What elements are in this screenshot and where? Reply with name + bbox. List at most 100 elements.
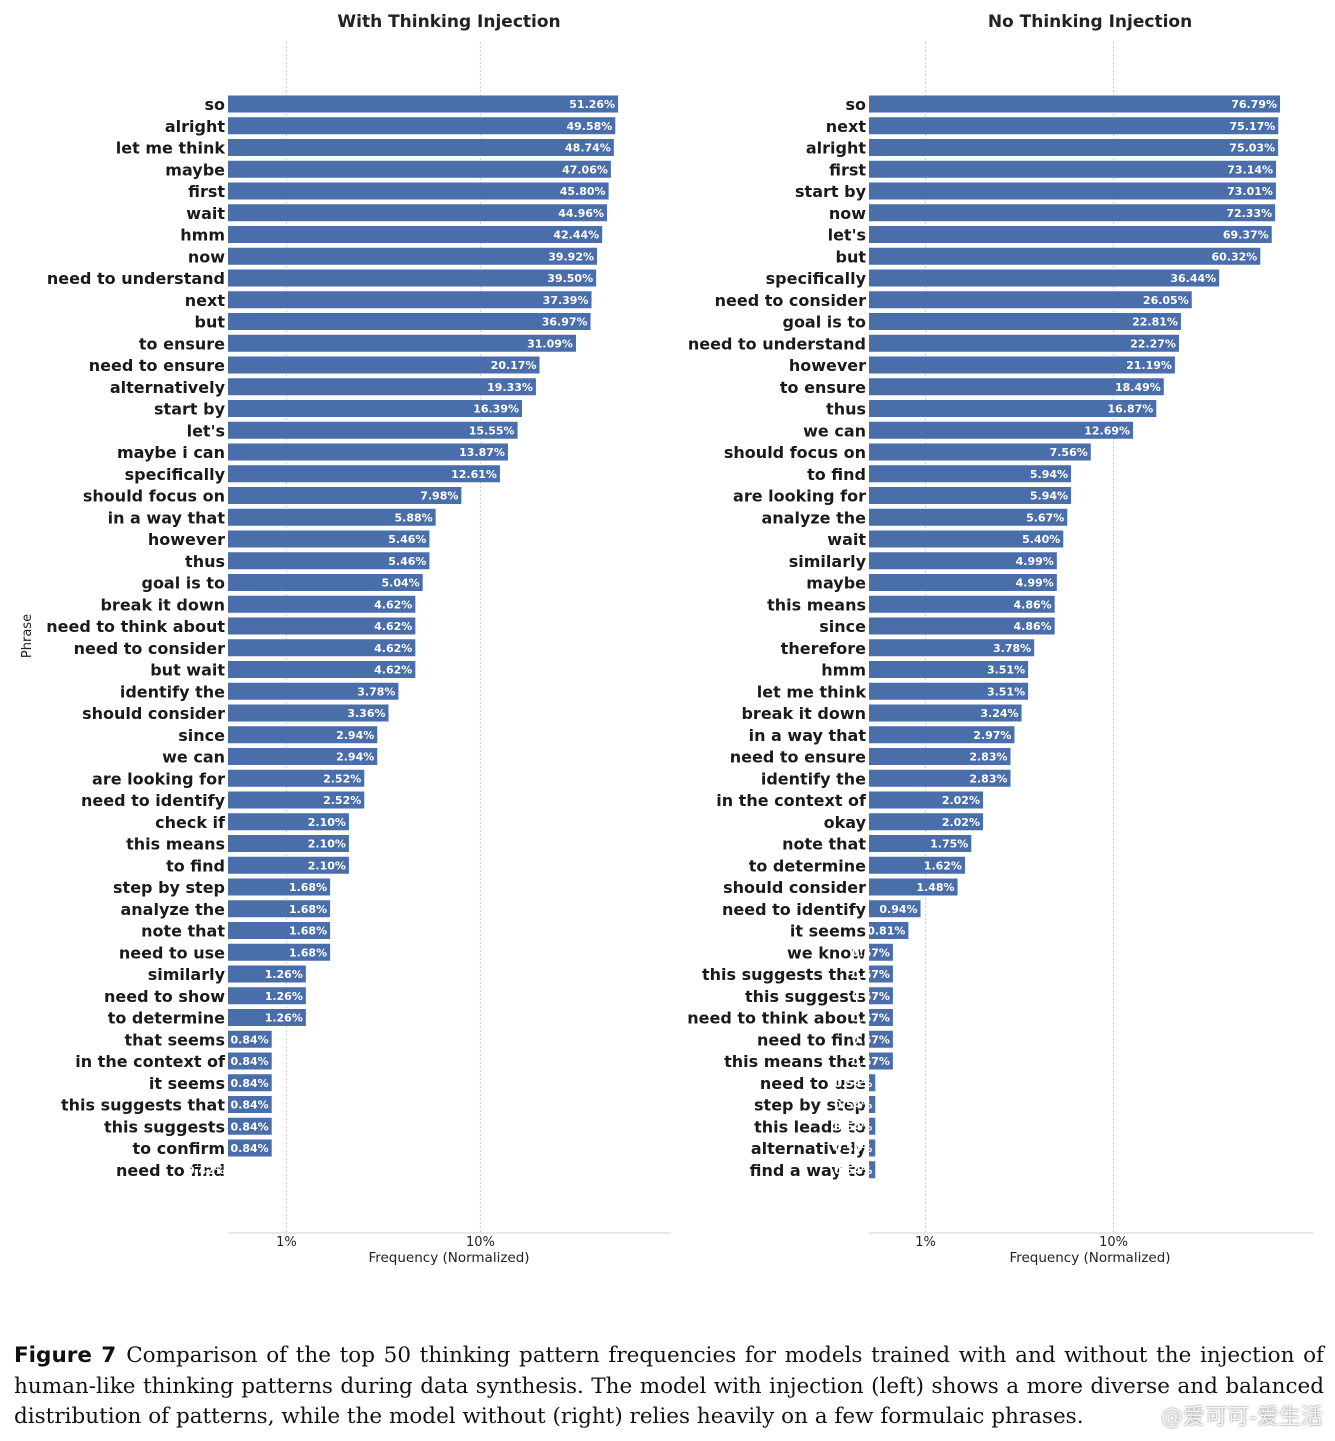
data-label: 1.68% <box>289 903 327 916</box>
bar <box>869 900 921 918</box>
category-label: this suggests <box>745 987 866 1006</box>
category-label: need to ensure <box>730 748 866 767</box>
bar <box>228 334 576 352</box>
data-label: 5.04% <box>381 577 419 590</box>
data-label: 2.83% <box>969 751 1007 764</box>
data-label: 4.62% <box>374 664 412 677</box>
data-label: 0.84% <box>231 1033 269 1046</box>
data-label: 3.24% <box>980 707 1018 720</box>
bar <box>228 987 306 1005</box>
bar <box>228 704 389 722</box>
data-label: 5.67% <box>1026 511 1064 524</box>
data-label: 1.68% <box>289 925 327 938</box>
data-label: 7.98% <box>420 490 458 503</box>
data-label: 1.26% <box>265 990 303 1003</box>
data-label: 16.39% <box>473 403 519 416</box>
bar <box>869 1009 893 1026</box>
data-label: 0.84% <box>231 1099 269 1112</box>
category-label: need to use <box>760 1074 866 1093</box>
bar <box>228 922 331 939</box>
data-label: 0.67% <box>852 1033 890 1046</box>
data-label: 2.52% <box>323 772 361 785</box>
category-label: this means <box>126 835 225 854</box>
data-label: 51.26% <box>569 98 615 111</box>
data-label: 16.87% <box>1107 403 1153 416</box>
bar <box>869 160 1277 178</box>
data-label: 73.01% <box>1227 185 1273 198</box>
bar <box>228 552 430 570</box>
category-label: need to find <box>116 1161 225 1180</box>
data-label: 0.54% <box>834 1099 872 1112</box>
bar <box>228 769 365 787</box>
category-label: this means that <box>724 1052 866 1071</box>
data-label: 2.10% <box>308 816 346 829</box>
category-label: to determine <box>749 856 866 875</box>
bar <box>228 835 349 852</box>
bar <box>869 704 1022 722</box>
category-label: let me think <box>116 139 226 158</box>
bar <box>228 1117 272 1135</box>
bar <box>869 226 1272 243</box>
bar <box>869 791 983 809</box>
x-tick-label: 10% <box>466 1235 495 1250</box>
bar <box>869 313 1181 330</box>
data-label: 5.40% <box>1022 533 1060 546</box>
data-label: 0.54% <box>834 1077 872 1090</box>
data-label: 1.26% <box>265 968 303 981</box>
bar <box>869 530 1064 548</box>
bar <box>228 1074 272 1092</box>
bar <box>869 443 1091 461</box>
bar <box>228 247 598 265</box>
category-label: analyze the <box>761 508 866 527</box>
bar <box>228 965 306 983</box>
bar <box>228 117 616 135</box>
bar <box>869 139 1279 156</box>
category-label: need to identify <box>81 791 226 810</box>
category-label: need to think about <box>687 1009 866 1028</box>
category-label: to find <box>166 856 225 875</box>
category-label: this means <box>767 595 866 614</box>
data-label: 0.54% <box>834 1142 872 1155</box>
data-label: 0.94% <box>879 903 917 916</box>
category-label: should focus on <box>83 487 225 506</box>
category-label: it seems <box>790 922 866 941</box>
data-label: 15.55% <box>469 424 515 437</box>
bar <box>869 835 972 852</box>
bar <box>869 356 1175 374</box>
category-label: alright <box>806 139 867 158</box>
bar <box>228 291 592 309</box>
caption-label: Figure 7 <box>14 1343 117 1368</box>
data-label: 0.67% <box>852 968 890 981</box>
data-label: 36.97% <box>542 316 588 329</box>
data-label: 76.79% <box>1231 98 1277 111</box>
category-label: are looking for <box>92 769 225 788</box>
category-label: this suggests that <box>702 965 866 984</box>
bar <box>869 1030 893 1048</box>
caption-text: Comparison of the top 50 thinking patter… <box>14 1343 1324 1429</box>
data-label: 5.88% <box>394 511 432 524</box>
data-label: 60.32% <box>1211 250 1257 263</box>
category-label: identify the <box>761 769 866 788</box>
data-label: 0.84% <box>231 1077 269 1090</box>
bar <box>869 943 893 961</box>
bar <box>228 682 399 700</box>
category-label: wait <box>827 530 866 549</box>
category-label: note that <box>141 922 225 941</box>
data-label: 4.99% <box>1016 555 1054 568</box>
data-label: 12.61% <box>451 468 497 481</box>
data-label: 3.78% <box>357 685 395 698</box>
data-label: 22.81% <box>1132 316 1178 329</box>
data-label: 3.36% <box>347 707 385 720</box>
category-label: maybe i can <box>117 443 225 462</box>
bar <box>228 182 609 200</box>
bar <box>228 443 508 461</box>
category-label: to confirm <box>133 1139 226 1158</box>
category-label: we know <box>787 943 866 962</box>
category-label: need to identify <box>722 900 867 919</box>
data-label: 5.94% <box>1030 468 1068 481</box>
bar <box>228 661 416 678</box>
data-label: 13.87% <box>459 446 505 459</box>
data-label: 1.75% <box>930 838 968 851</box>
bar <box>228 95 619 113</box>
category-label: let me think <box>757 682 867 701</box>
